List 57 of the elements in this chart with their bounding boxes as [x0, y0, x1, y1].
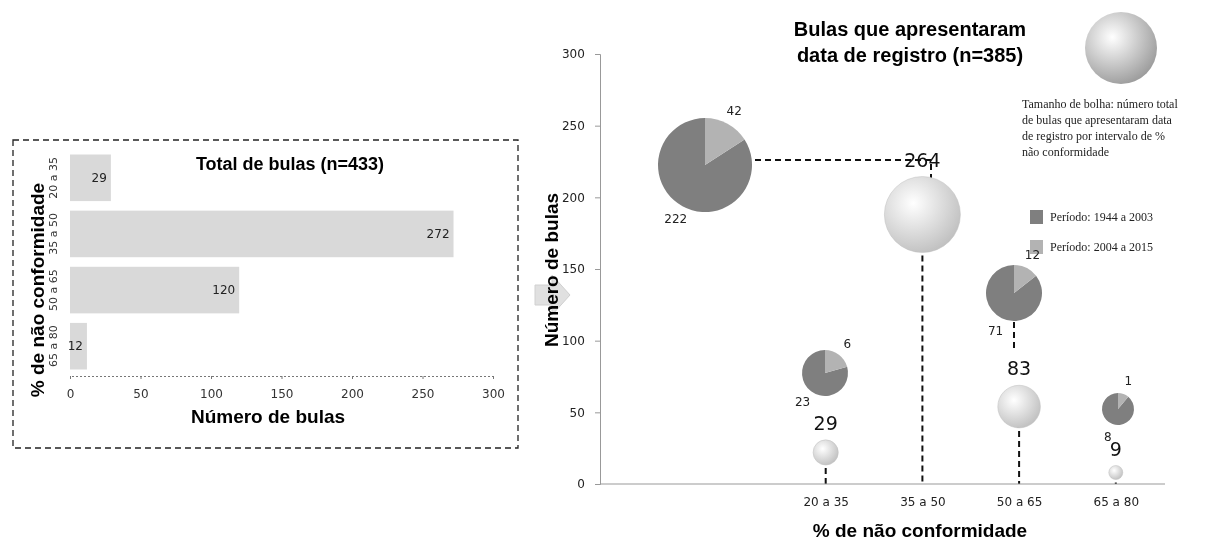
x-tick-label: 300: [482, 386, 505, 401]
x-tick-label: 35 a 50: [900, 495, 946, 510]
x-axis-title: % de não conformidade: [812, 520, 1028, 541]
y-tick-label: 0: [577, 477, 585, 492]
data-label: 42: [726, 104, 742, 119]
pie-slice: [1014, 265, 1037, 293]
data-label: 120: [212, 283, 236, 298]
pie-slice: [1118, 393, 1129, 409]
pie-slice: [705, 118, 745, 165]
annotation: Tamanho de bolha: número total de bulas que apresentaram data de registro por intervalo de % não conformidade: [1022, 97, 1179, 159]
pie-slice: [825, 350, 848, 373]
y-tick-label: 50 a 65: [47, 269, 60, 311]
data-label: 12: [1024, 248, 1041, 263]
x-tick-label: 20 a 35: [803, 495, 849, 510]
pie-slice: [802, 350, 848, 396]
pie-slice: [658, 118, 752, 212]
data-label: 12: [67, 339, 83, 354]
y-tick-label: 250: [561, 119, 585, 134]
x-tick-label: 250: [411, 386, 435, 401]
chart-title: Total de bulas (n=433): [195, 154, 385, 174]
legend-label: Período: 1944 a 2003: [1050, 210, 1153, 224]
x-tick-label: 200: [341, 386, 364, 401]
data-label: 1: [1124, 373, 1133, 388]
y-tick-label: 200: [561, 190, 585, 205]
y-tick-label: 50: [569, 405, 585, 420]
bar: [70, 322, 87, 370]
pie-slice: [1102, 393, 1134, 425]
data-label: 23: [794, 395, 811, 410]
x-axis-title: Número de bulas: [190, 406, 346, 427]
data-label: 8: [1103, 430, 1112, 445]
data-label: 6: [843, 336, 852, 351]
data-label: 222: [664, 211, 688, 226]
bar: [70, 266, 240, 314]
bar: [70, 210, 454, 258]
x-tick-label: 65 a 80: [1093, 495, 1140, 510]
data-label: 83: [1007, 357, 1032, 380]
y-tick-label: 35 a 50: [47, 213, 60, 255]
legend-label: Período: 2004 a 2015: [1050, 240, 1153, 254]
y-tick-label: 20 a 35: [47, 156, 60, 199]
data-label: 272: [426, 226, 450, 241]
y-axis-title: Número de bulas: [541, 192, 562, 348]
bar: [70, 154, 111, 202]
x-tick-label: 50 a 65: [996, 495, 1043, 510]
y-axis-title: % de não conformidade: [27, 182, 48, 398]
chart-title: Bulas que apresentaram data de registro (n=385): [793, 18, 1027, 66]
data-label: 29: [91, 170, 107, 185]
y-tick-label: 150: [561, 262, 585, 277]
pie-slice: [986, 265, 1042, 321]
y-tick-label: 100: [561, 334, 585, 349]
x-tick-label: 0: [66, 386, 75, 401]
y-tick-label: 65 a 80: [47, 325, 60, 368]
x-tick-label: 150: [270, 386, 294, 401]
x-tick-label: 100: [200, 386, 223, 401]
x-tick-label: 50: [133, 386, 149, 401]
data-label: 29: [813, 411, 838, 434]
data-label: 71: [987, 323, 1004, 338]
y-tick-label: 300: [561, 47, 585, 62]
